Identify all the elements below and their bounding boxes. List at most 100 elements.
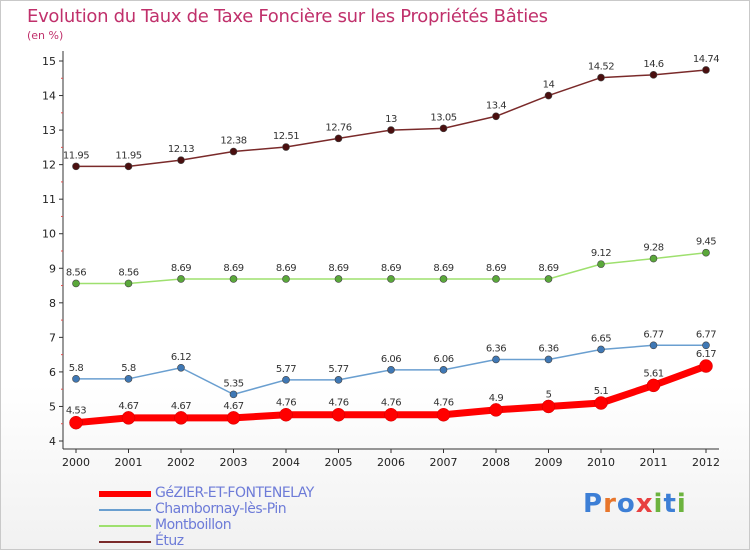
data-point xyxy=(226,411,241,425)
data-label: 14.6 xyxy=(643,59,663,70)
legend-label: Montboillon xyxy=(155,517,232,533)
data-point xyxy=(649,341,658,350)
x-tick-label: 2006 xyxy=(377,456,405,469)
series-1 xyxy=(72,341,710,399)
data-label: 8.69 xyxy=(171,263,191,274)
data-point xyxy=(124,162,133,171)
data-point xyxy=(439,124,448,133)
data-point xyxy=(177,363,185,372)
data-point xyxy=(649,254,658,263)
logo-letter: t xyxy=(663,489,677,519)
data-point xyxy=(121,411,136,425)
data-label: 6.06 xyxy=(433,354,453,365)
data-point xyxy=(72,375,80,383)
y-tick-label: 6 xyxy=(49,366,56,379)
data-label: 8.69 xyxy=(486,263,506,274)
series-2 xyxy=(72,248,710,288)
x-tick-label: 2005 xyxy=(325,456,353,469)
data-label: 6.17 xyxy=(696,349,716,360)
data-point xyxy=(597,345,605,354)
data-label: 4.76 xyxy=(328,398,348,409)
legend-swatch xyxy=(99,509,151,511)
data-point xyxy=(229,390,238,399)
data-point xyxy=(544,355,553,364)
data-label: 9.12 xyxy=(591,248,611,259)
data-point xyxy=(594,396,608,410)
x-tick-label: 2012 xyxy=(692,456,720,469)
data-label: 5.61 xyxy=(643,368,663,379)
y-tick-label: 12 xyxy=(42,159,56,172)
data-point xyxy=(282,275,290,283)
x-tick-label: 2007 xyxy=(430,456,458,469)
legend-swatch xyxy=(99,541,151,543)
data-label: 12.51 xyxy=(273,131,299,142)
data-label: 13 xyxy=(385,114,397,125)
data-point xyxy=(279,407,293,422)
data-label: 6.36 xyxy=(486,343,506,354)
data-label: 8.69 xyxy=(381,263,401,274)
data-point xyxy=(334,134,343,143)
legend-swatch xyxy=(99,525,151,527)
x-tick-label: 2002 xyxy=(167,456,195,469)
data-point xyxy=(387,366,395,374)
y-tick-label: 15 xyxy=(42,55,56,68)
data-point xyxy=(702,66,710,74)
data-point xyxy=(541,399,556,414)
legend-label: GéZIER-ET-FONTENELAY xyxy=(155,485,314,501)
data-point xyxy=(702,341,710,350)
x-tick-label: 2009 xyxy=(535,456,563,469)
y-tick-label: 14 xyxy=(42,90,56,103)
data-label: 4.67 xyxy=(118,401,138,412)
logo-letter: P xyxy=(583,489,604,519)
data-point xyxy=(649,71,658,79)
data-label: 6.65 xyxy=(591,333,611,344)
data-point xyxy=(229,275,238,283)
data-label: 4.76 xyxy=(433,398,453,409)
chart-unit: (en %) xyxy=(27,29,64,42)
series-3 xyxy=(72,66,710,171)
chart-title: Evolution du Taux de Taxe Foncière sur l… xyxy=(27,6,548,27)
data-label: 5 xyxy=(546,389,552,400)
data-label: 4.9 xyxy=(489,393,504,404)
data-label: 9.28 xyxy=(643,243,663,254)
data-point xyxy=(492,355,500,364)
data-point xyxy=(646,378,661,393)
proxiti-logo: Proxiti xyxy=(583,489,687,519)
data-point xyxy=(282,143,290,151)
data-point xyxy=(699,359,713,373)
data-label: 8.69 xyxy=(276,263,296,274)
data-label: 8.56 xyxy=(66,267,86,278)
data-labels: 11.95 11.95 12.13 12.38 12.51 12.76 13 13.05 13.… xyxy=(63,54,720,417)
data-label: 4.53 xyxy=(66,406,86,417)
series-0 xyxy=(69,359,713,430)
data-label: 8.69 xyxy=(223,263,243,274)
data-label: 8.56 xyxy=(118,267,138,278)
data-point xyxy=(282,376,290,384)
data-point xyxy=(174,411,188,425)
logo-letter: i xyxy=(676,489,687,519)
data-label: 12.38 xyxy=(220,136,246,147)
data-label: 5.8 xyxy=(121,363,136,374)
data-label: 5.8 xyxy=(69,363,84,374)
y-tick-label: 10 xyxy=(42,228,56,241)
logo-letter: i xyxy=(653,489,664,519)
data-point xyxy=(544,275,553,283)
x-tick-label: 2003 xyxy=(220,456,248,469)
data-point xyxy=(229,147,238,156)
y-tick-label: 4 xyxy=(49,435,56,448)
data-point xyxy=(702,248,710,257)
data-label: 13.4 xyxy=(486,100,506,111)
data-point xyxy=(334,275,343,283)
data-label: 6.06 xyxy=(381,354,401,365)
data-point xyxy=(384,407,398,422)
data-label: 11.95 xyxy=(63,150,89,161)
y-tick-label: 13 xyxy=(42,124,56,137)
data-point xyxy=(177,156,185,164)
data-point xyxy=(177,275,185,283)
x-tick-label: 2010 xyxy=(587,456,615,469)
data-label: 6.77 xyxy=(643,329,663,340)
data-point xyxy=(387,126,395,134)
data-label: 4.67 xyxy=(171,401,191,412)
data-point xyxy=(439,366,448,374)
x-tick-label: 2001 xyxy=(115,456,143,469)
